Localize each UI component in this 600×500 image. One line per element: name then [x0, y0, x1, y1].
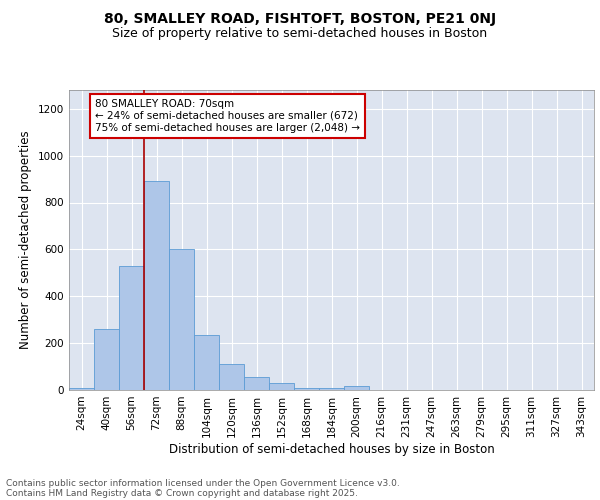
Bar [244, 377, 269, 390]
X-axis label: Distribution of semi-detached houses by size in Boston: Distribution of semi-detached houses by … [169, 442, 494, 456]
Bar [119, 266, 144, 390]
Bar [219, 364, 244, 390]
Bar [69, 388, 94, 390]
Text: Contains public sector information licensed under the Open Government Licence v3: Contains public sector information licen… [6, 478, 400, 488]
Bar [344, 386, 369, 390]
Bar [144, 182, 169, 390]
Text: Contains HM Land Registry data © Crown copyright and database right 2025.: Contains HM Land Registry data © Crown c… [6, 488, 358, 498]
Text: 80, SMALLEY ROAD, FISHTOFT, BOSTON, PE21 0NJ: 80, SMALLEY ROAD, FISHTOFT, BOSTON, PE21… [104, 12, 496, 26]
Text: 80 SMALLEY ROAD: 70sqm
← 24% of semi-detached houses are smaller (672)
75% of se: 80 SMALLEY ROAD: 70sqm ← 24% of semi-det… [95, 100, 360, 132]
Y-axis label: Number of semi-detached properties: Number of semi-detached properties [19, 130, 32, 350]
Bar [269, 383, 294, 390]
Bar [94, 329, 119, 390]
Bar [194, 335, 219, 390]
Bar [319, 388, 344, 390]
Bar [169, 250, 194, 390]
Bar [294, 388, 319, 390]
Text: Size of property relative to semi-detached houses in Boston: Size of property relative to semi-detach… [112, 28, 488, 40]
